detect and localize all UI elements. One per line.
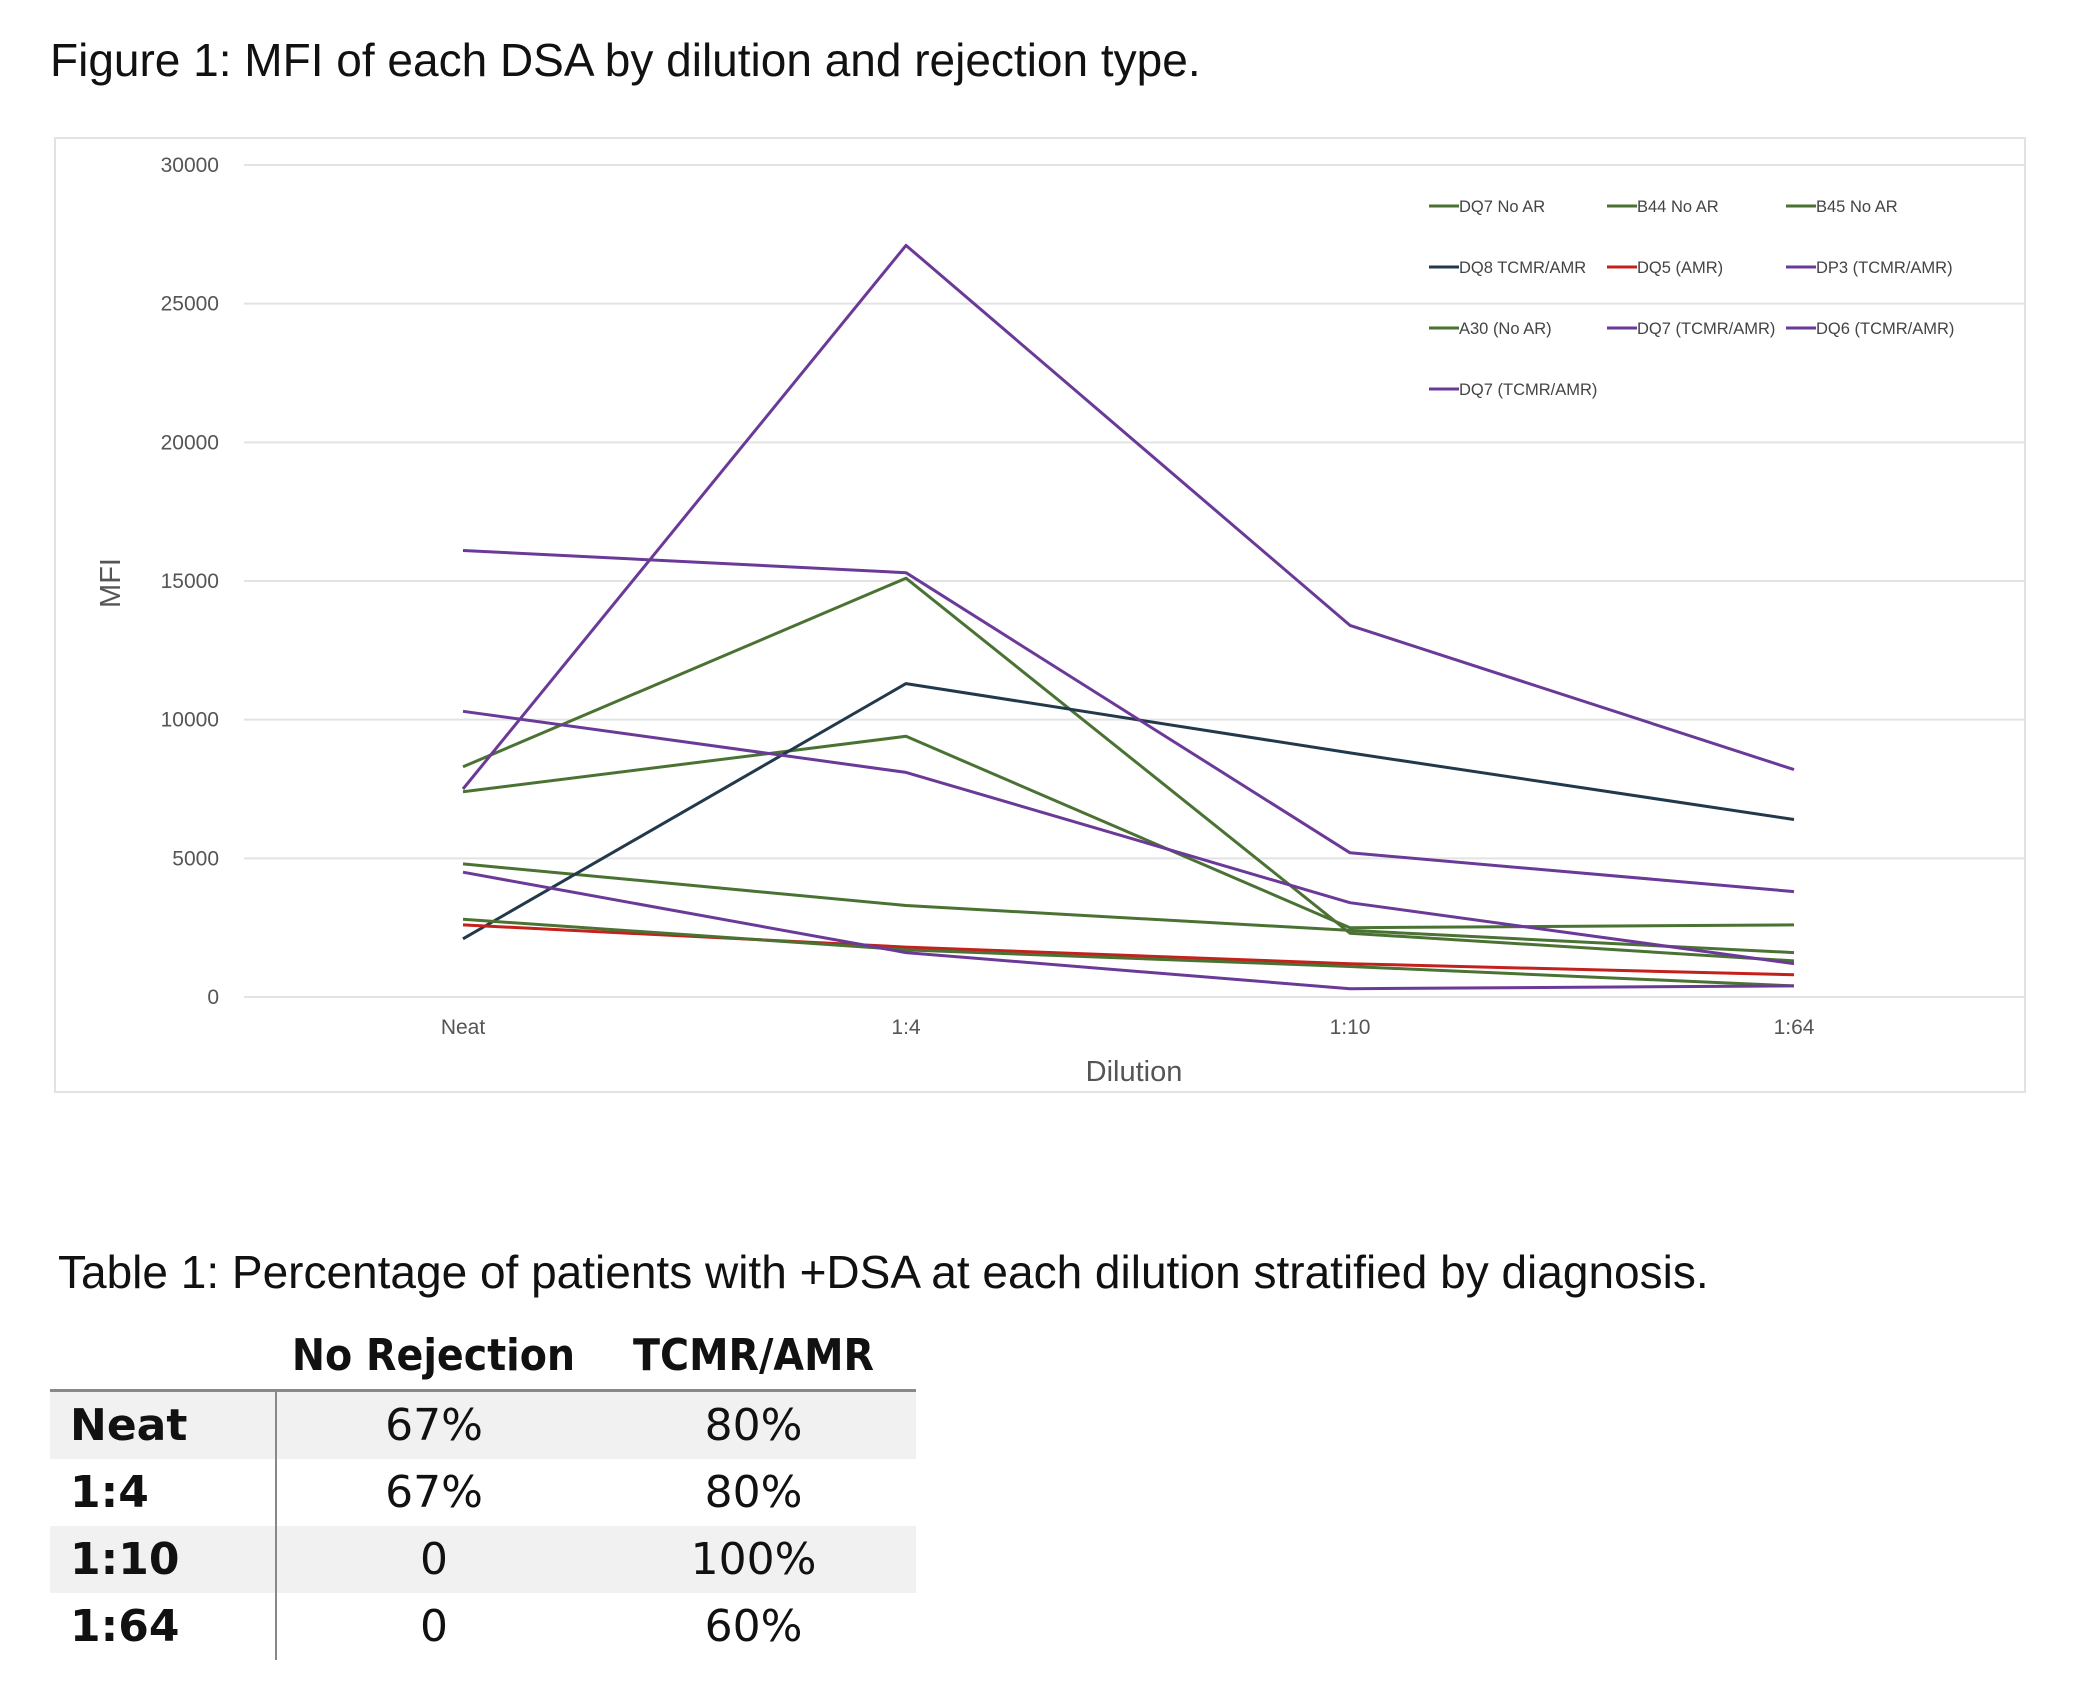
- legend-label: DQ8 TCMR/AMR: [1459, 259, 1586, 277]
- y-axis-ticks: 0 5000 10000 15000 20000 25000 30000: [161, 154, 219, 1009]
- table-row: Neat 67% 80%: [50, 1390, 916, 1459]
- cell-no-rejection: 67%: [385, 1467, 483, 1518]
- legend: DQ7 No AR B44 No AR B45 No AR DQ8 TCMR/AMR D…: [1429, 198, 1954, 399]
- legend-label: DQ7 (TCMR/AMR): [1459, 381, 1597, 399]
- chart-area-border: [54, 137, 2026, 1093]
- series-line: [462, 576, 1795, 963]
- y-axis-title: MFI: [95, 558, 127, 608]
- legend-entry: DQ5 (AMR): [1607, 259, 1723, 277]
- legend-entry: DQ6 (TCMR/AMR): [1786, 320, 1954, 338]
- row-label: 1:10: [50, 1526, 277, 1593]
- legend-label: DQ6 (TCMR/AMR): [1816, 320, 1954, 338]
- legend-label: DQ7 No AR: [1459, 198, 1545, 216]
- cell-tcmr-amr: 100%: [690, 1534, 817, 1585]
- legend-label: B44 No AR: [1637, 198, 1719, 216]
- legend-entry: B45 No AR: [1786, 198, 1898, 216]
- y-tick-label: 25000: [161, 293, 219, 316]
- y-tick-label: 5000: [172, 847, 219, 870]
- legend-label: A30 (No AR): [1459, 320, 1552, 338]
- legend-entry: B44 No AR: [1607, 198, 1719, 216]
- series-line: [462, 862, 1795, 955]
- table-row: 1:4 67% 80%: [50, 1459, 916, 1526]
- table-corner-cell: [50, 1322, 276, 1391]
- legend-label: DQ5 (AMR): [1637, 259, 1723, 277]
- legend-entry: DQ7 No AR: [1429, 198, 1545, 216]
- legend-label: B45 No AR: [1816, 198, 1898, 216]
- y-tick-label: 20000: [161, 431, 219, 454]
- legend-entry: DQ7 (TCMR/AMR): [1429, 381, 1597, 399]
- line-chart: 0 5000 10000 15000 20000 25000 30000 Neat 1:4 1:…: [54, 137, 2026, 1093]
- cell-tcmr-amr: 80%: [704, 1400, 803, 1451]
- table-caption: Table 1: Percentage of patients with +DS…: [58, 1246, 1709, 1298]
- row-label: 1:64: [50, 1593, 277, 1660]
- x-axis-ticks: Neat 1:4 1:10 1:64: [441, 1016, 1815, 1039]
- table-row: 1:64 0 60%: [50, 1593, 916, 1660]
- column-header-no-rejection: No Rejection: [291, 1330, 576, 1381]
- legend-entry: DQ7 (TCMR/AMR): [1607, 320, 1775, 338]
- series-line: [461, 243, 1795, 790]
- cell-tcmr-amr: 60%: [704, 1601, 803, 1652]
- x-tick-label: 1:10: [1330, 1016, 1371, 1039]
- legend-entry: DQ8 TCMR/AMR: [1429, 259, 1586, 277]
- y-tick-label: 30000: [161, 154, 219, 177]
- table-header-row: No Rejection TCMR/AMR: [50, 1322, 916, 1391]
- legend-entry: DP3 (TCMR/AMR): [1786, 259, 1953, 277]
- series-line: [462, 734, 1795, 930]
- figure-title: Figure 1: MFI of each DSA by dilution an…: [50, 34, 1201, 86]
- row-label: Neat: [50, 1390, 277, 1459]
- y-tick-label: 15000: [161, 570, 219, 593]
- cell-no-rejection: 67%: [385, 1400, 483, 1451]
- series-lines: [461, 243, 1795, 991]
- x-axis-title: Dilution: [1086, 1056, 1183, 1088]
- y-tick-label: 10000: [161, 709, 219, 732]
- x-tick-label: 1:64: [1774, 1016, 1815, 1039]
- y-tick-label: 0: [207, 986, 219, 1009]
- column-header-tcmr-amr: TCMR/AMR: [633, 1330, 874, 1381]
- x-tick-label: 1:4: [891, 1016, 921, 1039]
- row-label: 1:4: [50, 1459, 277, 1526]
- cell-tcmr-amr: 80%: [704, 1467, 803, 1518]
- legend-label: DQ7 (TCMR/AMR): [1637, 320, 1775, 338]
- series-line: [462, 549, 1795, 894]
- series-line: [462, 917, 1795, 988]
- series-line: [462, 870, 1795, 991]
- dsa-percentage-table: No Rejection TCMR/AMR Neat 67% 80% 1:4 6…: [50, 1322, 916, 1660]
- cell-no-rejection: 0: [420, 1534, 448, 1585]
- legend-label: DP3 (TCMR/AMR): [1816, 259, 1953, 277]
- series-line: [462, 682, 1795, 941]
- table-row: 1:10 0 100%: [50, 1526, 916, 1593]
- legend-entry: A30 (No AR): [1429, 320, 1552, 338]
- cell-no-rejection: 0: [420, 1601, 448, 1652]
- series-line: [462, 709, 1795, 966]
- x-tick-label: Neat: [441, 1016, 486, 1039]
